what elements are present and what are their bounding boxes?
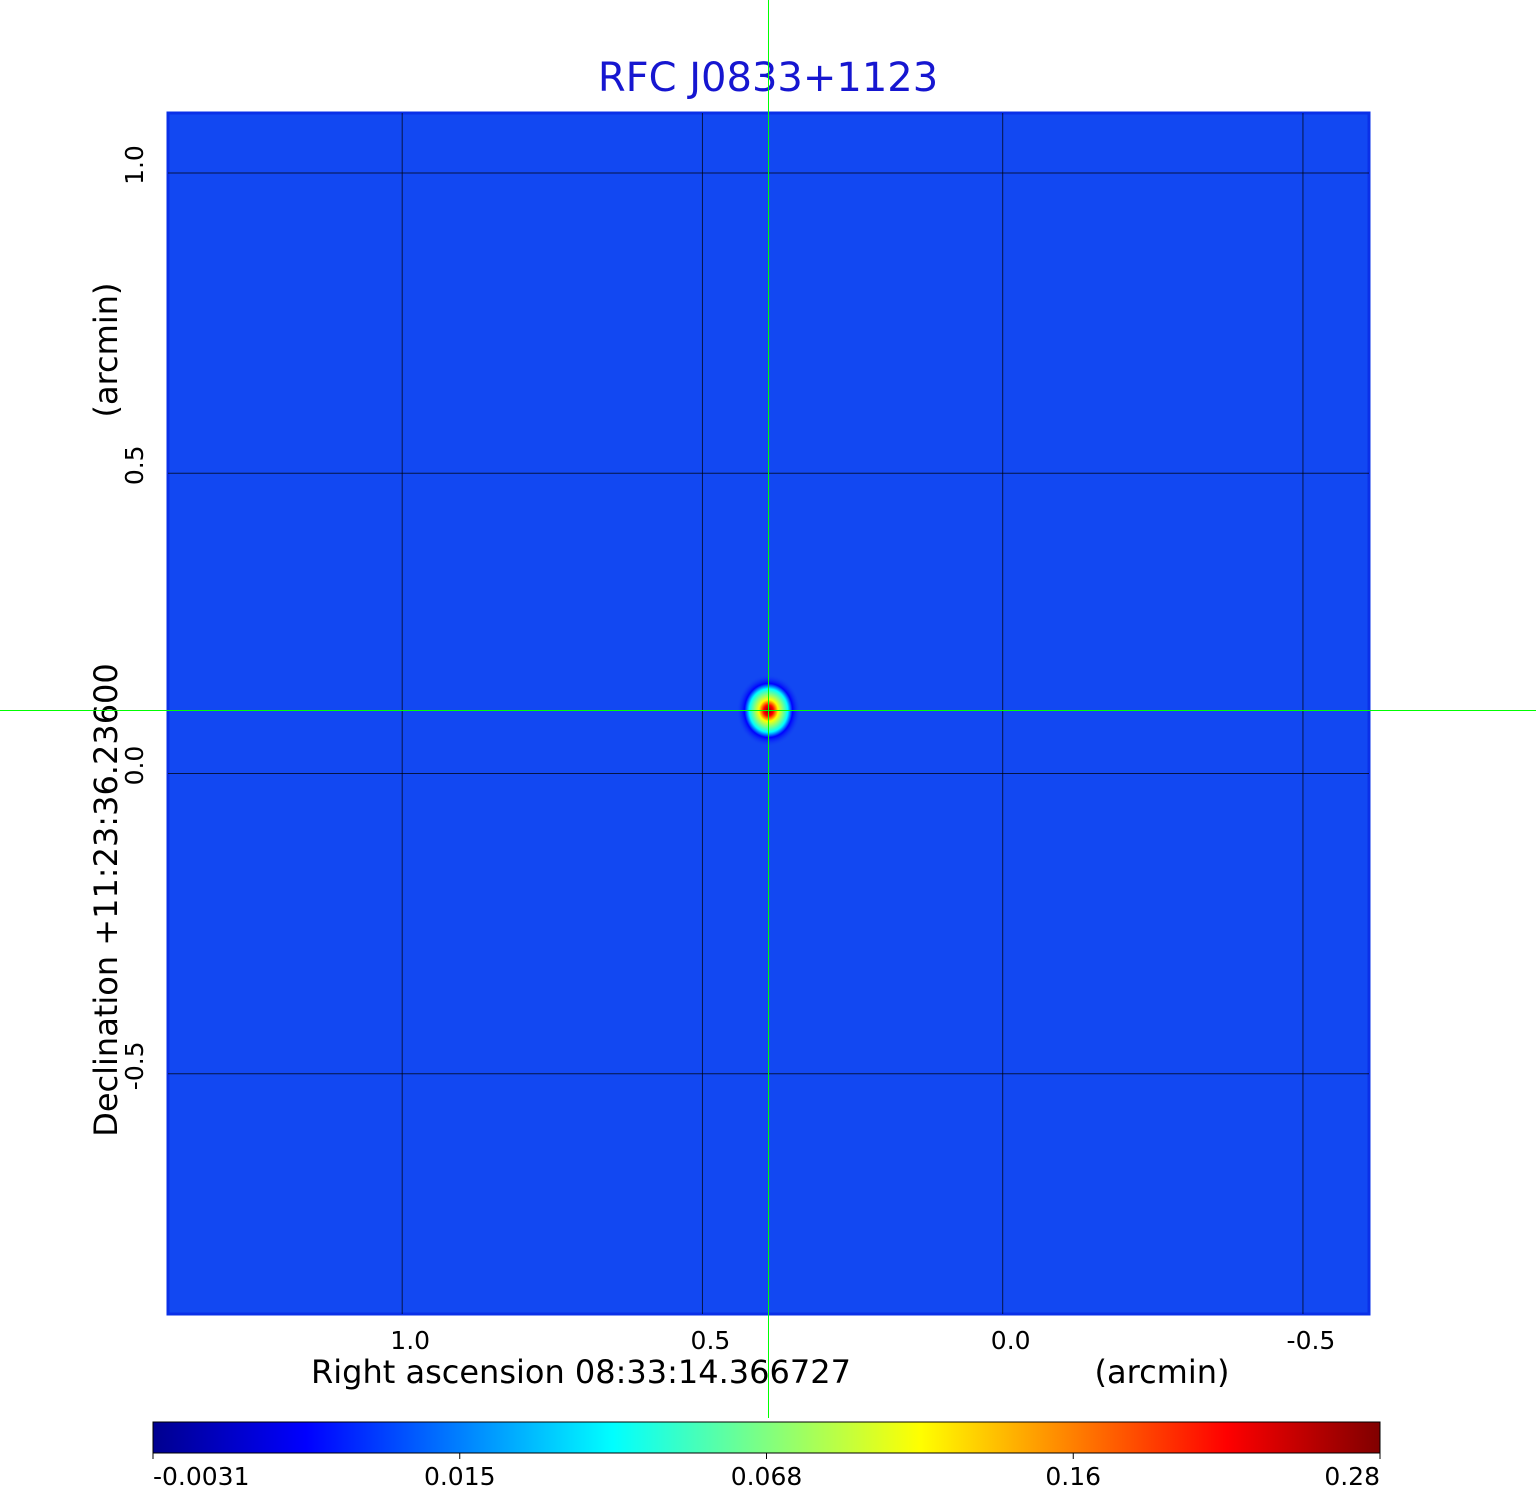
y-axis-unit: (arcmin) bbox=[87, 283, 125, 418]
colorbar-tick-label: 0.015 bbox=[424, 1462, 496, 1491]
x-axis-label: Right ascension 08:33:14.366727 bbox=[311, 1353, 851, 1391]
y-tick-label: 0.0 bbox=[120, 746, 149, 786]
x-axis-unit: (arcmin) bbox=[1095, 1353, 1230, 1391]
y-tick-label: -0.5 bbox=[120, 1041, 149, 1090]
colorbar-tick-label: 0.16 bbox=[1045, 1462, 1101, 1491]
x-tick-label: 1.0 bbox=[390, 1326, 430, 1355]
x-tick-label: 0.0 bbox=[991, 1326, 1031, 1355]
colorbar-tick-label: 0.28 bbox=[1324, 1462, 1380, 1491]
x-tick-label: 0.5 bbox=[691, 1326, 731, 1355]
colorbar bbox=[152, 1421, 1381, 1454]
colorbar-tick-label: 0.068 bbox=[731, 1462, 803, 1491]
colorbar-tick-label: -0.0031 bbox=[153, 1462, 250, 1491]
x-tick-label: -0.5 bbox=[1287, 1326, 1336, 1355]
y-axis-label: Declination +11:23:36.23600 bbox=[87, 663, 125, 1137]
y-tick-label: 0.5 bbox=[120, 445, 149, 485]
y-tick-label: 1.0 bbox=[120, 145, 149, 185]
